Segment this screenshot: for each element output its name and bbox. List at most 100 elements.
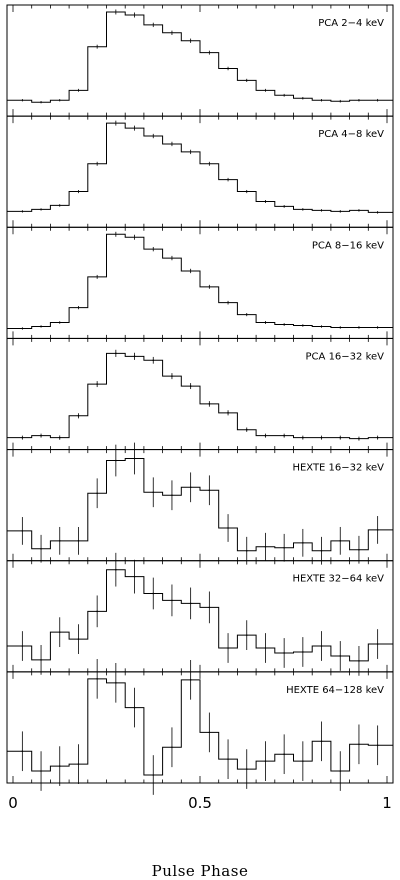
data-point: [283, 434, 285, 437]
data-point: [227, 412, 229, 414]
panel-label: HEXTE 16−32 keV: [292, 463, 384, 474]
x-tick-label-0: 0: [8, 794, 18, 812]
data-point: [77, 540, 80, 542]
data-point: [208, 606, 211, 609]
data-point: [264, 434, 267, 437]
data-point: [171, 746, 173, 749]
data-point: [339, 770, 342, 772]
histogram-step-line: [7, 678, 393, 776]
data-point: [264, 760, 267, 762]
data-point: [171, 375, 173, 377]
data-point: [58, 540, 61, 542]
data-point: [40, 659, 42, 661]
data-point: [96, 678, 98, 680]
data-point: [283, 652, 285, 654]
data-point: [376, 643, 379, 645]
data-point: [283, 546, 285, 549]
data-point: [115, 682, 117, 684]
data-point: [21, 750, 24, 753]
data-point: [358, 437, 360, 440]
data-point: [58, 436, 61, 439]
data-point: [376, 744, 379, 747]
data-point: [227, 527, 229, 529]
data-point: [358, 743, 360, 746]
panel-3: PCA 8−16 keV: [6, 226, 394, 339]
panel-label: PCA 2−4 keV: [318, 18, 384, 29]
data-point: [376, 436, 379, 439]
data-point: [21, 530, 24, 532]
histogram-step-line: [7, 11, 393, 103]
data-point: [133, 457, 136, 460]
data-point: [320, 740, 323, 743]
data-point: [115, 568, 117, 571]
data-point: [189, 679, 192, 681]
panel-label: PCA 4−8 keV: [318, 129, 384, 140]
data-point: [245, 549, 248, 552]
data-point: [227, 647, 229, 649]
data-point: [208, 731, 211, 734]
data-point: [152, 491, 155, 494]
data-point: [264, 545, 267, 548]
data-point: [227, 758, 229, 760]
data-point: [152, 592, 155, 595]
data-point: [96, 610, 98, 613]
x-tick-label-0.5: 0.5: [188, 794, 212, 812]
panel-label: HEXTE 64−128 keV: [286, 685, 384, 696]
data-point: [133, 355, 136, 358]
data-point: [58, 631, 61, 633]
x-tick-label-1: 1: [382, 794, 392, 812]
data-point: [115, 352, 117, 355]
data-point: [208, 489, 211, 492]
panel-1: PCA 2−4 keV: [6, 4, 394, 117]
data-point: [171, 494, 173, 497]
panel-2: PCA 4−8 keV: [6, 115, 394, 228]
data-point: [376, 529, 379, 531]
panels-group: PCA 2−4 keV PCA 4−8 keV PCA 8−16 keV PCA 16…: [6, 4, 394, 795]
panel-label: PCA 16−32 keV: [306, 351, 385, 362]
panel-label: HEXTE 32−64 keV: [292, 574, 384, 585]
data-point: [40, 434, 42, 437]
data-point: [21, 645, 24, 647]
data-point: [115, 459, 117, 462]
data-point: [245, 768, 248, 770]
data-point: [58, 765, 61, 767]
data-point: [40, 547, 42, 550]
data-point: [189, 602, 192, 605]
panel-4: PCA 16−32 keV: [6, 337, 394, 451]
data-point: [339, 655, 342, 657]
data-point: [245, 634, 248, 636]
data-point: [40, 770, 42, 772]
data-point: [245, 428, 248, 431]
data-point: [302, 760, 304, 762]
histogram-step-line: [7, 122, 393, 213]
panel-6: HEXTE 32−64 keV: [6, 552, 394, 676]
data-point: [189, 486, 192, 489]
data-point: [189, 385, 192, 387]
data-point: [21, 436, 24, 439]
x-axis: 0 0.5 1: [8, 794, 392, 812]
panel-5: HEXTE 16−32 keV: [6, 442, 394, 565]
data-point: [77, 638, 80, 640]
data-point: [208, 403, 211, 405]
panel-7: HEXTE 64−128 keV: [6, 659, 394, 795]
data-point: [320, 645, 323, 647]
x-axis-label: Pulse Phase: [152, 862, 249, 880]
data-point: [152, 774, 155, 776]
data-point: [264, 647, 267, 649]
histogram-step-line: [7, 569, 393, 662]
data-point: [339, 540, 342, 542]
data-point: [133, 706, 136, 709]
histogram-step-line: [7, 352, 393, 440]
data-point: [96, 492, 98, 495]
data-point: [302, 542, 304, 544]
data-point: [133, 575, 136, 578]
data-point: [302, 651, 304, 653]
data-point: [283, 753, 285, 755]
data-point: [358, 548, 360, 551]
panel-label: PCA 8−16 keV: [312, 240, 384, 251]
data-point: [302, 436, 304, 439]
histogram-step-line: [7, 458, 393, 552]
data-point: [77, 415, 80, 417]
data-point: [320, 436, 323, 439]
